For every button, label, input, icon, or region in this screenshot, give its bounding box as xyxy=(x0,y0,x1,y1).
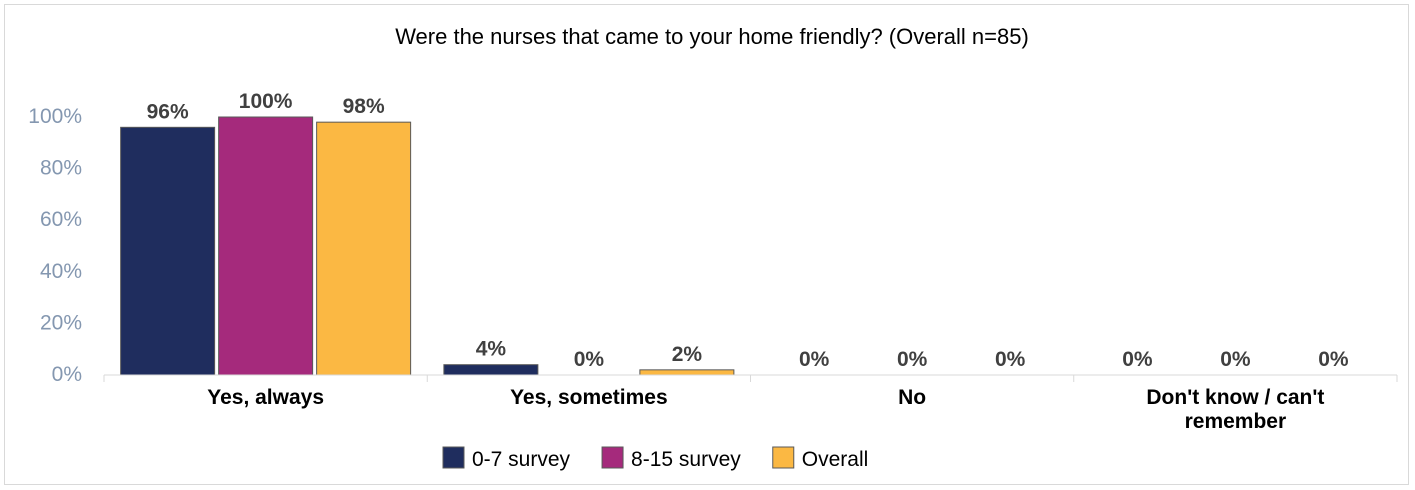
data-label: 0% xyxy=(1220,348,1251,371)
legend-label: 8-15 survey xyxy=(631,448,741,471)
chart-title: Were the nurses that came to your home f… xyxy=(395,24,1029,49)
legend: 0-7 survey 8-15 survey Overall xyxy=(442,446,869,471)
y-tick-label: 40% xyxy=(40,260,82,283)
y-tick-label: 20% xyxy=(40,311,82,334)
y-tick-label: 60% xyxy=(40,208,82,231)
data-label: 0% xyxy=(1318,348,1349,371)
data-label: 98% xyxy=(343,95,385,118)
data-label: 0% xyxy=(574,348,605,371)
bar xyxy=(316,121,412,376)
data-label: 0% xyxy=(799,348,830,371)
x-category-label: No xyxy=(898,386,926,409)
legend-swatch xyxy=(601,446,624,469)
bar xyxy=(120,126,216,376)
data-label: 4% xyxy=(476,338,507,361)
data-label: 0% xyxy=(1122,348,1153,371)
y-tick-label: 80% xyxy=(40,157,82,180)
data-label: 96% xyxy=(147,100,189,123)
legend-label: Overall xyxy=(802,448,869,471)
y-axis: 0% 20% 40% 60% 80% 100% xyxy=(28,105,82,386)
x-category-label: Don't know / can't remember xyxy=(1146,386,1324,433)
bar-series-group: 96% 100% 98% 4% 0% 2% 0% 0% 0% 0% 0% 0% xyxy=(120,90,1349,376)
data-label: 2% xyxy=(672,343,703,366)
legend-label: 0-7 survey xyxy=(472,448,571,471)
legend-swatch xyxy=(772,446,795,469)
bar xyxy=(218,116,314,376)
legend-swatch xyxy=(442,446,465,469)
y-tick-label: 100% xyxy=(28,105,82,128)
x-category-label: Yes, sometimes xyxy=(510,386,668,409)
bar xyxy=(639,369,735,376)
data-label: 0% xyxy=(995,348,1026,371)
x-category-label: Yes, always xyxy=(207,386,324,409)
data-label: 0% xyxy=(897,348,928,371)
data-label: 100% xyxy=(239,90,293,113)
y-tick-label: 0% xyxy=(52,363,82,386)
bar xyxy=(443,364,539,376)
x-axis: Yes, always Yes, sometimes No Don't know / … xyxy=(103,374,1398,433)
